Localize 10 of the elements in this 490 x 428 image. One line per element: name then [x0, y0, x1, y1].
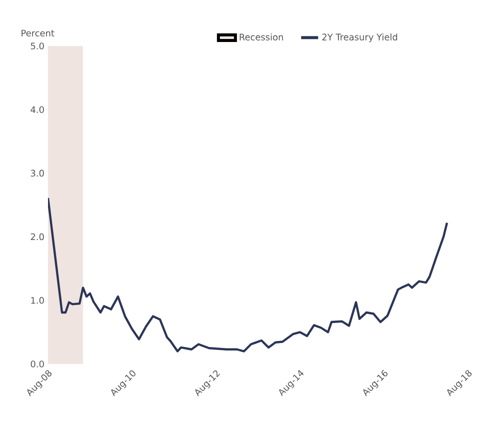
- y-tick-label: 1.0: [31, 297, 44, 304]
- y-tick-label: 3.0: [30, 170, 44, 177]
- y-tick-label: 5.0: [30, 42, 44, 50]
- y-axis-title: Percent: [22, 30, 54, 36]
- y-tick-label: 4.0: [30, 106, 44, 113]
- y-tick-label: 0.0: [30, 360, 44, 368]
- y-tick-label: 2.0: [30, 233, 44, 240]
- line-series: [48, 196, 448, 352]
- legend-label: Recession: [240, 34, 283, 40]
- legend-label: 2Y Treasury Yield: [322, 34, 398, 42]
